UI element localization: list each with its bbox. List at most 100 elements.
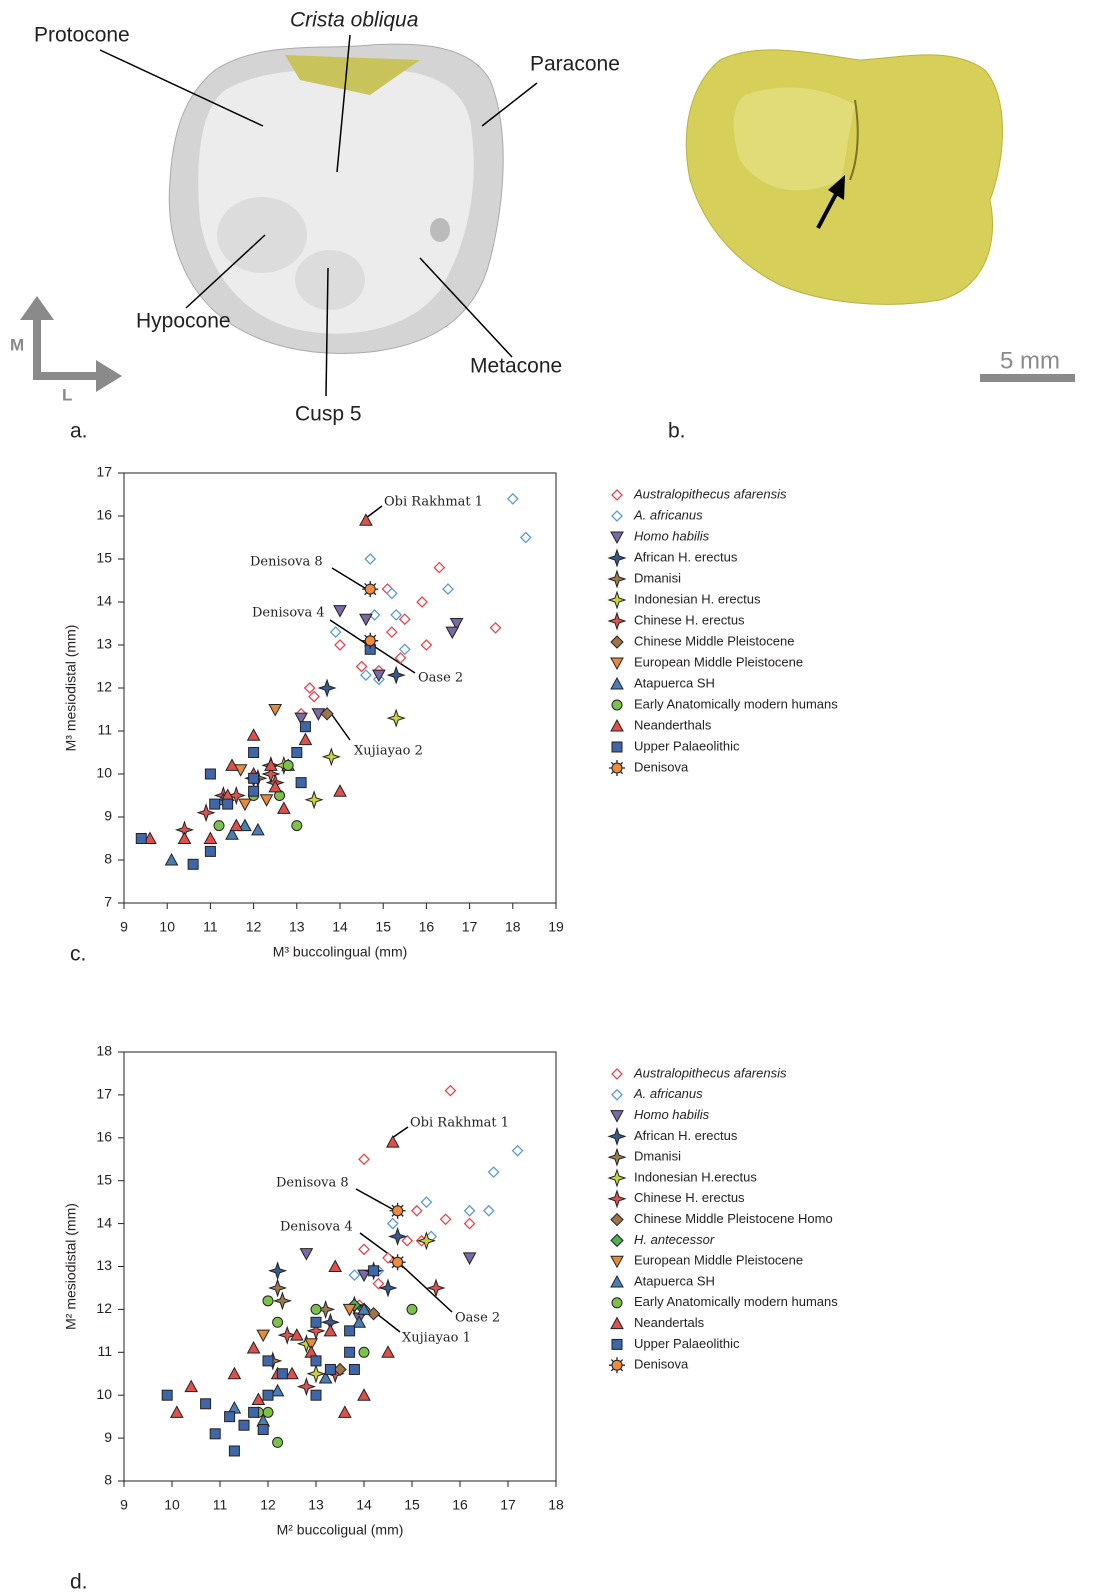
- point: [439, 1213, 452, 1226]
- point: [362, 581, 379, 598]
- y-tick-label: 18: [96, 1043, 112, 1059]
- panel-label: d.: [70, 1571, 88, 1593]
- annotation: Obi Rakhmat 1: [384, 495, 483, 510]
- point: [294, 712, 308, 726]
- scale-bar: [980, 374, 1075, 382]
- point: [299, 721, 311, 733]
- point: [482, 1204, 495, 1217]
- point: [204, 845, 216, 857]
- legend-label: Early Anatomically modern humans: [634, 1294, 838, 1309]
- y-tick-label: 15: [96, 1171, 112, 1187]
- annotation-line: [329, 711, 351, 741]
- point: [204, 768, 216, 780]
- point: [272, 1291, 292, 1311]
- point: [203, 831, 218, 844]
- point: [261, 764, 281, 784]
- legend-label: Chinese Middle Pleistocene Homo: [634, 1211, 833, 1226]
- point: [401, 1234, 414, 1247]
- point: [449, 618, 464, 631]
- point: [248, 747, 260, 758]
- legend-label: African H. erectus: [634, 549, 738, 564]
- legend-label: Atapuerca SH: [634, 675, 715, 690]
- annotation-line: [331, 567, 369, 591]
- y-tick-label: 16: [96, 1129, 112, 1145]
- annotation: Denisova 4: [280, 1220, 353, 1235]
- point: [420, 639, 433, 651]
- point: [135, 833, 147, 844]
- y-tick-label: 17: [96, 464, 112, 480]
- y-tick-label: 8: [104, 851, 112, 867]
- point: [385, 1135, 400, 1148]
- point: [298, 732, 313, 746]
- cusp-label: Protocone: [34, 24, 130, 47]
- legend-label: Denisova: [634, 1357, 689, 1372]
- point: [416, 596, 428, 608]
- point: [303, 682, 316, 694]
- point: [337, 1405, 352, 1418]
- point: [366, 1306, 381, 1321]
- legend-marker: [607, 611, 627, 631]
- point: [398, 613, 411, 626]
- x-tick-label: 9: [120, 919, 128, 935]
- legend-label: Homo habilis: [634, 1107, 710, 1122]
- legend-marker: [610, 718, 624, 732]
- point: [177, 831, 192, 844]
- legend-marker: [609, 1357, 625, 1374]
- legend-marker: [610, 1274, 624, 1288]
- marker-core: [364, 635, 376, 647]
- point: [213, 820, 225, 832]
- point: [506, 492, 519, 505]
- point: [329, 626, 342, 639]
- legend-label: European Middle Pleistocene: [634, 654, 803, 669]
- annotation-line: [391, 1126, 409, 1139]
- point: [308, 690, 320, 703]
- x-axis-label: M³ buccolingual (mm): [273, 944, 408, 960]
- point: [420, 1196, 433, 1209]
- legend-label: Upper Palaeolithic: [634, 1336, 740, 1351]
- y-tick-label: 14: [96, 593, 112, 609]
- point: [272, 1436, 284, 1448]
- cusp-label: Cusp 5: [295, 403, 362, 426]
- panel-label: a.: [70, 420, 88, 443]
- legend-marker: [607, 1147, 627, 1167]
- y-tick-label: 15: [96, 550, 112, 566]
- point: [406, 1303, 418, 1315]
- y-tick-label: 9: [104, 808, 112, 824]
- cusp-label: Paracone: [530, 53, 620, 76]
- tooth-b: [685, 49, 1003, 305]
- point: [463, 1204, 476, 1217]
- annotation: Xujiayao 2: [354, 744, 423, 759]
- x-tick-label: 10: [159, 919, 175, 935]
- x-tick-label: 15: [404, 1497, 420, 1513]
- legend-marker: [610, 1255, 624, 1269]
- point: [291, 820, 303, 832]
- legend-marker: [607, 1168, 627, 1188]
- point: [276, 1368, 288, 1380]
- point: [333, 784, 347, 797]
- legend-label: Indonesian H. erectus: [634, 591, 761, 606]
- point: [246, 728, 261, 741]
- orientation-label: L: [62, 385, 72, 404]
- point: [187, 858, 199, 870]
- point: [276, 801, 291, 814]
- point: [296, 1377, 316, 1397]
- point: [442, 583, 454, 596]
- point: [161, 1389, 173, 1401]
- marker-core: [611, 1359, 623, 1371]
- point: [358, 1243, 370, 1256]
- point: [143, 831, 157, 844]
- annotation: Denisova 4: [252, 606, 325, 621]
- point: [398, 643, 411, 656]
- point: [359, 613, 373, 627]
- legend-label: Chinese H. erectus: [634, 1190, 745, 1205]
- legend-marker: [610, 676, 624, 690]
- point: [316, 1299, 336, 1319]
- point: [333, 1362, 347, 1377]
- legend-label: Indonesian H.erectus: [634, 1169, 757, 1184]
- legend-marker: [611, 489, 623, 501]
- legend-marker: [611, 741, 623, 753]
- point: [257, 1424, 269, 1436]
- legend-label: African H. erectus: [634, 1128, 738, 1143]
- legend-marker: [607, 1126, 627, 1146]
- x-tick-label: 10: [164, 1497, 180, 1513]
